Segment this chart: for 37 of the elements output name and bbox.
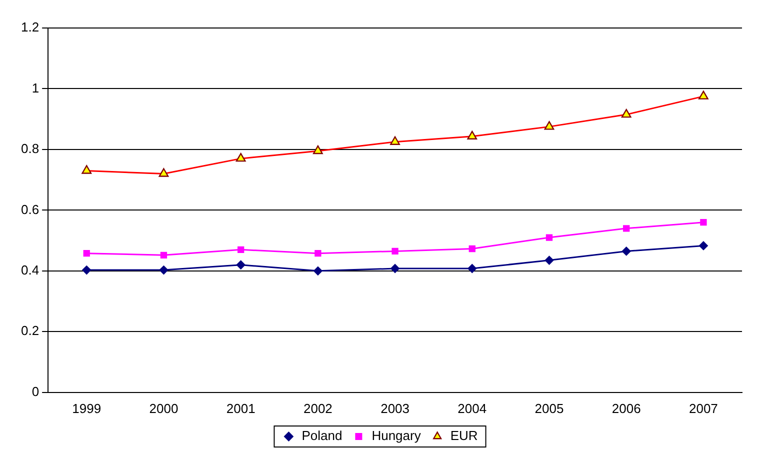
point [159,266,168,275]
y-tick-label: 0 [32,384,40,399]
y-tick-label: 0.8 [20,141,40,156]
x-tick-label: 2002 [303,400,332,416]
y-tick-label: 0.2 [20,323,40,338]
point [160,252,168,258]
x-tick-label: 2007 [688,400,718,416]
x-tick-label: 2006 [612,400,641,416]
x-tick-label: 2005 [534,400,564,416]
legend-label: EUR [450,428,478,444]
x-tick-label: 2003 [380,400,410,416]
point [622,246,631,256]
legend-label: Hungary [372,428,422,444]
point [700,219,707,226]
y-tick-label: 1 [32,80,40,96]
point [390,264,400,274]
point [623,225,630,232]
y-tick-label: 1.2 [20,20,40,35]
legend-label: Poland [302,428,342,444]
point [392,248,398,255]
point [83,250,90,257]
x-tick-label: 1999 [72,400,102,416]
point [238,246,244,254]
x-tick-label: 2004 [458,400,487,416]
point [544,256,554,265]
point [468,264,477,274]
x-tick-label: 2001 [226,400,256,416]
point [546,234,553,241]
point [468,245,476,252]
point [314,250,322,257]
point [698,241,708,250]
y-tick-label: 0.6 [20,202,40,217]
point [236,260,246,270]
x-tick-label: 2000 [149,400,178,416]
point [313,266,322,276]
point [82,266,92,275]
y-tick-label: 0.4 [20,262,40,278]
